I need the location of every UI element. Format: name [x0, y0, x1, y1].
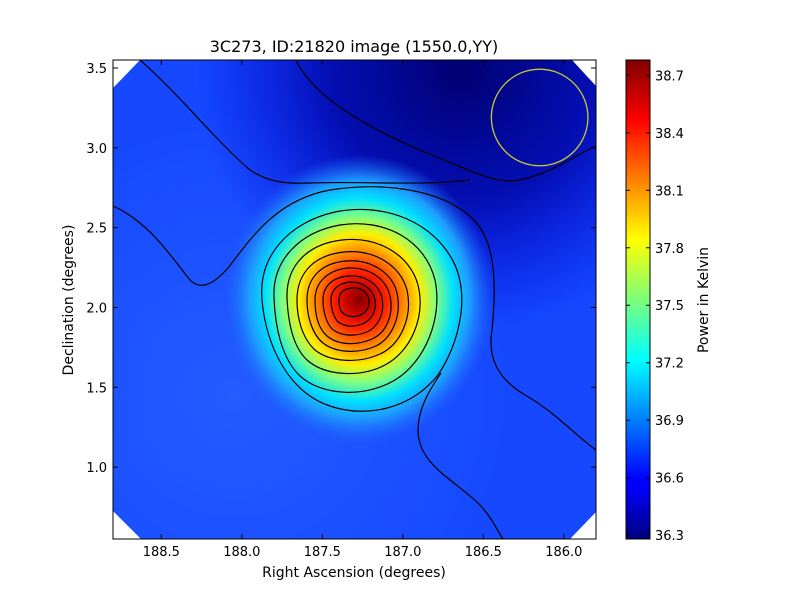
contour-line [261, 208, 463, 412]
source-emission [224, 154, 495, 445]
beam-circle [490, 68, 589, 167]
contour-line [417, 372, 504, 539]
colorbar-tick-label: 37.5 [655, 299, 684, 314]
x-tick-label: 188.0 [223, 545, 260, 560]
mask-corner-tr [572, 60, 596, 86]
contour-line [273, 223, 438, 393]
colorbar-tick-label: 38.1 [655, 184, 684, 199]
colorbar-tick-label: 38.4 [655, 127, 684, 142]
contour-line [322, 275, 384, 336]
y-axis: 1.0 1.5 2.0 2.5 3.0 3.5 [86, 62, 596, 476]
colorbar-label: Power in Kelvin [696, 247, 712, 353]
colorbar-tick-label: 36.9 [655, 414, 684, 429]
x-tick-label: 187.0 [384, 545, 421, 560]
colorbar-tick-label: 36.3 [655, 529, 684, 544]
colorbar-axis: 36.3 36.6 36.9 37.2 37.5 37.8 38.1 38.4 38.7 [626, 69, 684, 544]
contour-line [330, 281, 376, 327]
contour-line [306, 260, 399, 352]
y-tick-label: 3.0 [86, 142, 107, 157]
x-tick-label: 186.5 [465, 545, 502, 560]
mask-corner-tl [113, 60, 140, 88]
y-axis-label: Declination (degrees) [61, 225, 77, 376]
x-tick-label: 188.5 [143, 545, 180, 560]
colorbar-tick-label: 37.8 [655, 242, 684, 257]
contour-line [314, 267, 392, 345]
colorbar [625, 59, 651, 540]
y-tick-label: 3.5 [86, 62, 107, 77]
contour-line [139, 60, 471, 184]
contour-line [296, 251, 409, 361]
contour-line [338, 287, 370, 318]
colorbar-tick-label: 37.2 [655, 357, 684, 372]
contour-line [113, 186, 596, 451]
contour-lines [113, 60, 596, 539]
heatmap-plot [113, 60, 596, 539]
chart-title: 3C273, ID:21820 image (1550.0,YY) [210, 37, 499, 56]
x-tick-label: 187.5 [304, 545, 341, 560]
y-tick-label: 1.0 [86, 461, 107, 476]
colorbar-tick-label: 36.6 [655, 472, 684, 487]
colorbar-tick-label: 38.7 [655, 69, 684, 84]
contour-line [286, 238, 421, 375]
mask-corner-bl [113, 511, 141, 539]
plot-frame [112, 59, 597, 540]
y-tick-label: 2.0 [86, 301, 107, 316]
x-axis-label: Right Ascension (degrees) [262, 565, 446, 581]
contour-line [295, 60, 596, 182]
y-tick-label: 2.5 [86, 222, 107, 237]
x-tick-label: 186.0 [545, 545, 582, 560]
y-tick-label: 1.5 [86, 381, 107, 396]
x-axis: 188.5 188.0 187.5 187.0 186.5 186.0 [143, 60, 582, 560]
mask-corner-br [570, 512, 596, 539]
